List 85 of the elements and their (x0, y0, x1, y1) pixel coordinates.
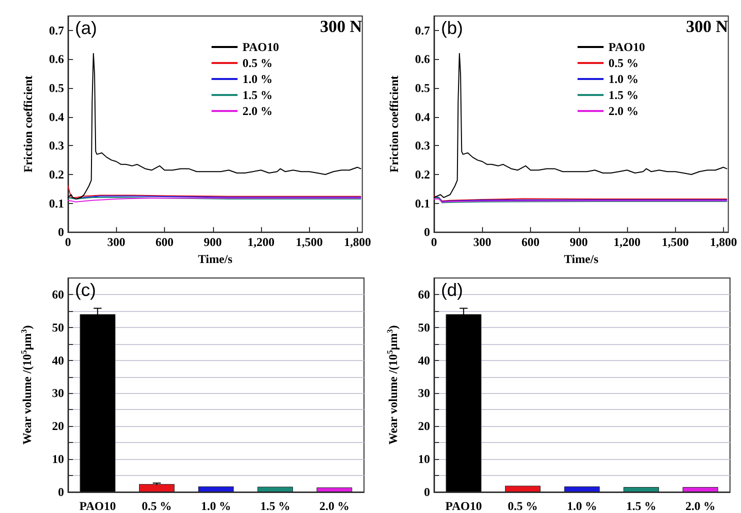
y-axis-title: Wear volume /(105μm3) (20, 325, 34, 445)
x-tick-label: 1,500 (662, 235, 689, 250)
x-tick-label: 2.0 % (319, 499, 350, 513)
legend-label: 0.5 % (242, 56, 273, 70)
legend-label: PAO10 (608, 40, 646, 54)
x-tick-label: PAO10 (445, 499, 482, 513)
y-tick-label: 0.4 (415, 110, 430, 124)
x-tick-label: PAO10 (79, 499, 116, 513)
y-tick-label: 0.5 (415, 81, 430, 96)
legend-label: 1.5 % (608, 88, 639, 102)
x-tick-label: 0.5 % (508, 499, 538, 513)
y-tick-label: 0.6 (415, 52, 430, 66)
bar (505, 486, 541, 492)
x-tick-label: 1.0 % (567, 499, 597, 513)
x-tick-label: 300 (473, 235, 492, 250)
legend-label: 1.0 % (608, 72, 639, 86)
y-axis-title: Friction coefficient (21, 76, 35, 173)
y-tick-label: 40 (418, 353, 430, 368)
y-tick-label: 0.7 (415, 23, 430, 38)
legend-label: PAO10 (242, 40, 280, 54)
y-tick-label: 20 (52, 419, 64, 434)
legend-label: 0.5 % (608, 56, 639, 70)
bar (257, 486, 293, 492)
bar (623, 487, 659, 492)
chart-title: (d) (441, 280, 463, 300)
x-tick-label: 1.5 % (260, 499, 290, 513)
y-tick-label: 50 (418, 320, 430, 334)
chart-title: (b) (441, 18, 463, 38)
annotation: 300 N (686, 17, 729, 36)
annotation: 300 N (320, 17, 363, 36)
y-tick-label: 0.6 (49, 52, 64, 66)
y-tick-label: 0 (58, 225, 64, 240)
y-axis-title: Friction coefficient (387, 76, 401, 173)
y-tick-label: 0.1 (49, 196, 64, 210)
x-tick-label: 300 (107, 235, 126, 250)
y-tick-label: 0 (58, 485, 64, 499)
x-tick-label: 900 (204, 235, 222, 250)
x-tick-label: 2.0 % (685, 499, 716, 513)
x-tick-label: 1.0 % (201, 499, 231, 513)
y-tick-label: 0.4 (49, 110, 64, 124)
x-tick-label: 600 (522, 235, 540, 250)
y-tick-label: 10 (418, 452, 430, 466)
x-tick-label: 1,500 (296, 235, 323, 250)
x-tick-label: 1.5 % (626, 499, 656, 513)
x-tick-label: 900 (570, 235, 588, 250)
y-tick-label: 0.1 (415, 196, 430, 210)
legend-label: 1.0 % (242, 72, 273, 86)
y-tick-label: 0.2 (415, 167, 430, 182)
bar (198, 486, 234, 492)
bar (316, 487, 352, 492)
y-tick-label: 30 (52, 386, 64, 400)
x-tick-label: 1,200 (614, 235, 640, 250)
x-axis-title: Time/s (564, 252, 599, 266)
line-series (68, 186, 362, 198)
y-tick-label: 60 (52, 287, 64, 302)
legend-label: 2.0 % (242, 104, 273, 118)
y-tick-label: 60 (418, 287, 430, 302)
x-tick-label: 600 (156, 235, 174, 250)
legend-label: 2.0 % (608, 104, 639, 118)
y-tick-label: 10 (52, 452, 64, 466)
x-tick-label: 1,800 (344, 235, 371, 250)
bar (682, 487, 718, 492)
chart-title: (c) (75, 280, 96, 300)
y-tick-label: 0.7 (49, 23, 64, 38)
y-tick-label: 0.2 (49, 167, 64, 182)
y-tick-label: 40 (52, 353, 64, 368)
y-tick-label: 0.3 (49, 138, 64, 153)
line-series (434, 52, 728, 198)
y-tick-label: 30 (418, 386, 430, 400)
line-series (68, 52, 362, 200)
y-tick-label: 50 (52, 320, 64, 334)
x-tick-label: 1,200 (248, 235, 274, 250)
y-tick-label: 0 (424, 485, 430, 499)
legend-label: 1.5 % (242, 88, 273, 102)
y-axis-title: Wear volume /(105μm3) (386, 325, 400, 445)
x-tick-label: 1,800 (710, 235, 737, 250)
y-tick-label: 20 (418, 419, 430, 434)
y-tick-label: 0 (424, 225, 430, 240)
x-axis-title: Time/s (198, 252, 233, 266)
x-tick-label: 0.5 % (142, 499, 172, 513)
bar (564, 486, 600, 492)
y-tick-label: 0.3 (415, 138, 430, 153)
bar (139, 484, 175, 492)
y-tick-label: 0.5 (49, 81, 64, 96)
chart-title: (a) (75, 18, 97, 38)
